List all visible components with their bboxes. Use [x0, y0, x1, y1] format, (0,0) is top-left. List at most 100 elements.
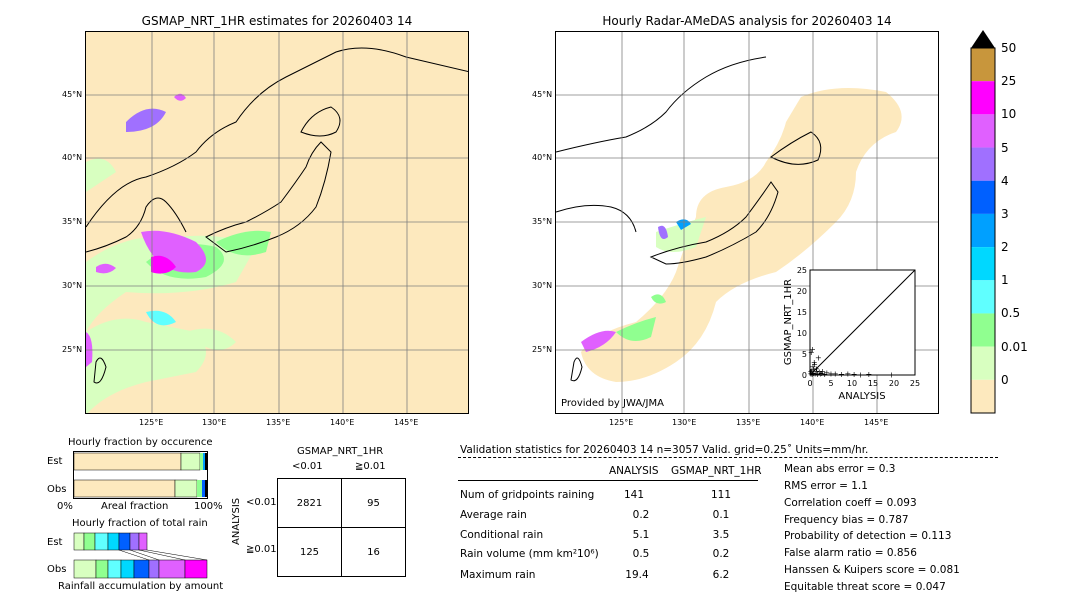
scatter-point: +	[838, 370, 845, 379]
stat-label: Num of gridpoints raining	[460, 489, 595, 501]
obs-no-rain-bar	[73, 479, 176, 498]
scatter-point: +	[865, 370, 872, 379]
scatter-point: +	[811, 360, 818, 369]
total-rain-bars	[73, 532, 208, 579]
scatter-point: +	[809, 345, 816, 354]
score-line: Hanssen & Kuipers score = 0.081	[784, 564, 960, 576]
colorbar-block	[971, 180, 995, 214]
contingency-cell: 95	[341, 478, 406, 528]
diagonal-line	[809, 269, 916, 376]
stat-analysis: 5.1	[632, 529, 650, 541]
scatter-point: +	[851, 370, 858, 379]
right-lon-label: 130°E	[672, 418, 697, 427]
score-line: Correlation coeff = 0.093	[784, 497, 917, 509]
colorbar-label: 4	[1001, 173, 1009, 188]
right-lat-label: 40°N	[532, 153, 553, 162]
stat-gsmap: 111	[710, 489, 732, 501]
scatter-point: +	[818, 369, 825, 378]
scatter-x-tick: 10	[847, 379, 857, 388]
stat-analysis: 141	[623, 489, 645, 501]
colorbar-label: 0.01	[1001, 339, 1028, 354]
scatter-point: +	[816, 368, 823, 377]
stat-label: Rain volume (mm km²10⁶)	[460, 548, 599, 560]
occurrence-obs-label: Obs	[47, 484, 67, 495]
score-line: Mean abs error = 0.3	[784, 463, 896, 475]
right-lon-label: 145°E	[864, 418, 889, 427]
scatter-point: +	[813, 364, 820, 373]
stat-gsmap: 0.1	[712, 509, 730, 521]
col-analysis-header: ANALYSIS	[609, 465, 659, 477]
colorbar-label: 2	[1001, 240, 1009, 255]
colorbar-block	[971, 247, 995, 281]
stat-gsmap: 0.2	[712, 548, 730, 560]
total-est-label: Est	[47, 537, 63, 548]
scatter-x-tick: 15	[868, 379, 878, 388]
left-lat-label: 45°N	[62, 90, 83, 99]
scatter-point: +	[809, 370, 816, 379]
analysis-coverage	[581, 88, 902, 382]
stat-label: Conditional rain	[460, 529, 544, 541]
colorbar-label: 0.5	[1001, 306, 1021, 321]
scatter-y-tick: 10	[797, 329, 807, 338]
light-rain-area	[86, 318, 206, 413]
contingency-col-label: <0.01	[292, 461, 323, 472]
left-lon-label: 130°E	[202, 418, 227, 427]
scatter-x-tick: 5	[828, 379, 833, 388]
scatter-plot: +++++++++++++++++ + + + + + ++++++++ 0 5 10 15 20 2…	[783, 266, 920, 402]
contingency-cell: 125	[277, 527, 342, 577]
scatter-point: +	[814, 370, 821, 379]
scatter-x-tick: 0	[807, 379, 812, 388]
coastline	[86, 47, 468, 228]
stat-label: Maximum rain	[460, 569, 536, 581]
colorbar-block	[971, 81, 995, 115]
left-lon-label: 145°E	[394, 418, 419, 427]
occurrence-x1: 100%	[194, 501, 223, 512]
occurrence-x0: 0%	[57, 501, 73, 512]
score-line: False alarm ratio = 0.856	[784, 547, 917, 559]
scatter-points: +++++++++++++++++ + + + + + ++++++++	[807, 345, 894, 380]
validation-divider	[458, 457, 998, 458]
left-lon-label: 140°E	[330, 418, 355, 427]
right-lat-label: 30°N	[532, 281, 553, 290]
scatter-y-tick: 15	[797, 308, 807, 317]
contingency-col-label: ≧0.01	[355, 461, 386, 472]
contingency-cell: 16	[341, 527, 406, 577]
right-lon-label: 140°E	[800, 418, 825, 427]
left-map	[85, 31, 469, 414]
right-lat-label: 45°N	[532, 90, 553, 99]
stat-analysis: 0.2	[632, 509, 650, 521]
left-lat-label: 25°N	[62, 345, 83, 354]
colorbar-block	[971, 346, 995, 380]
right-lon-label: 135°E	[736, 418, 761, 427]
scatter-point: +	[817, 370, 824, 379]
colorbar-blocks	[971, 48, 995, 413]
right-map-canvas	[556, 32, 938, 413]
heavy-rain-area	[581, 330, 616, 352]
scatter-ticks: 0 5 10 15 20 25 0 5 10 15 20 25	[797, 266, 920, 388]
colorbar-block	[971, 147, 995, 181]
contingency-row-label: <0.01	[246, 497, 277, 508]
scatter-point: +	[808, 348, 815, 357]
heavy-rain-area	[141, 230, 206, 273]
scatter-point: +	[812, 369, 819, 378]
colorbar-block	[971, 280, 995, 314]
occurrence-title: Hourly fraction by occurence	[68, 437, 213, 448]
scatter-point: +	[821, 370, 828, 379]
colorbar-label: 0	[1001, 372, 1009, 387]
scatter-point: +	[807, 370, 814, 379]
stat-gsmap: 3.5	[712, 529, 730, 541]
occurrence-est-label: Est	[47, 456, 63, 467]
scatter-point: +	[810, 369, 817, 378]
colorbar-label: 50	[1001, 41, 1017, 55]
right-lat-label: 35°N	[532, 217, 553, 226]
stat-gsmap: 6.2	[712, 569, 730, 581]
colorbar-block	[971, 114, 995, 148]
left-map-canvas	[86, 32, 468, 413]
left-map-title: GSMAP_NRT_1HR estimates for 20260403 14	[141, 14, 413, 28]
scatter-xlabel: ANALYSIS	[838, 391, 885, 402]
scatter-point: +	[819, 367, 826, 376]
scatter-y-tick: 0	[802, 371, 807, 380]
data-credit: Provided by JWA/JMA	[561, 398, 664, 409]
colorbar-block	[971, 48, 995, 82]
left-lon-label: 125°E	[139, 418, 164, 427]
